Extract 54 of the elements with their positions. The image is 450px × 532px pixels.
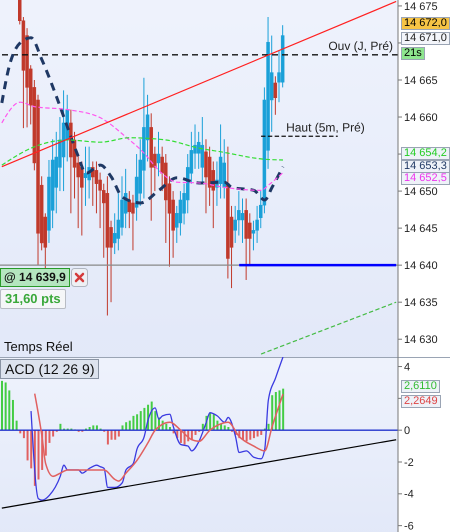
text: 2,6110 xyxy=(401,380,440,393)
bar xyxy=(106,430,109,444)
candlestick xyxy=(131,194,135,251)
y-tick-label: -2 xyxy=(404,456,414,469)
ref-line-label: Ouv (J, Pré) xyxy=(328,38,393,53)
candlestick xyxy=(274,76,278,116)
candlestick xyxy=(200,116,204,184)
annotation: Temps Réel xyxy=(4,339,73,354)
y-tick-label: 0 xyxy=(404,425,410,438)
y-tick-label: -4 xyxy=(404,488,414,501)
y-tick-label: 14 665 xyxy=(404,74,438,87)
y-tick-label: 14 675 xyxy=(404,0,438,13)
candlestick xyxy=(248,212,252,266)
y-tick-label: 14 660 xyxy=(404,112,438,124)
y-tick-label: 14 635 xyxy=(404,297,438,310)
bar xyxy=(140,411,142,430)
bar xyxy=(282,388,284,430)
text: 14 652,5 xyxy=(401,172,450,185)
text: 14 654,2 xyxy=(401,147,450,160)
bar xyxy=(8,390,10,430)
series-label: Haut (5m, Pré) xyxy=(286,120,365,134)
text: 2,2649 xyxy=(401,395,441,408)
bar xyxy=(180,430,182,443)
y-tick-label: 14 650 xyxy=(404,186,438,198)
candlestick xyxy=(156,131,160,177)
bar xyxy=(4,382,7,430)
y-tick-label: 14 640 xyxy=(404,260,438,272)
candlestick xyxy=(240,198,244,244)
y-tick-label: 14 630 xyxy=(404,334,438,346)
y-tick-label: 4 xyxy=(404,361,410,374)
annotation: @ 14 639,9 xyxy=(0,268,70,287)
text: 14 672,0 xyxy=(401,17,450,30)
bar xyxy=(132,416,134,430)
bar xyxy=(44,430,47,456)
text: 14 671,0 xyxy=(401,32,450,45)
bar xyxy=(143,408,146,430)
text: 21s xyxy=(401,47,425,60)
text: 14 653,3 xyxy=(401,160,450,173)
bar xyxy=(1,380,3,430)
y-tick-label: 14 645 xyxy=(404,223,438,236)
annotation: ACD (12 26 9) xyxy=(0,359,100,379)
line-series xyxy=(1,102,284,191)
line-series xyxy=(34,392,284,482)
bar xyxy=(125,422,128,430)
candlestick xyxy=(84,146,88,206)
candlestick xyxy=(80,160,84,236)
bar xyxy=(136,414,138,430)
bar xyxy=(246,430,248,442)
line-series xyxy=(0,36,284,204)
y-tick-label: -6 xyxy=(404,520,414,532)
bar xyxy=(30,430,32,468)
annotation: 31,60 pts xyxy=(0,289,66,309)
line-series xyxy=(1,137,284,166)
bar xyxy=(154,411,156,430)
